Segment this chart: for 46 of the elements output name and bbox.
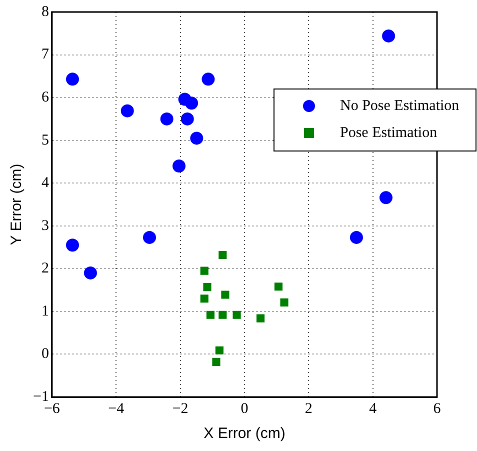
- x-axis-title: X Error (cm): [204, 425, 286, 442]
- point: [200, 294, 208, 303]
- legend-label: No Pose Estimation: [340, 98, 460, 114]
- y-axis-title: Y Error (cm): [8, 164, 26, 246]
- point: [215, 346, 224, 354]
- x-tick-label: 2: [304, 400, 312, 417]
- legend-label: Pose Estimation: [340, 124, 438, 141]
- point: [256, 314, 265, 322]
- point: [120, 104, 134, 118]
- point: [66, 238, 79, 252]
- y-tick-label: 4: [41, 175, 50, 192]
- point: [212, 358, 220, 366]
- point: [180, 112, 194, 126]
- point: [232, 310, 241, 319]
- x-tick-label: −2: [172, 400, 188, 417]
- point: [185, 96, 198, 110]
- x-tick-label: 4: [369, 400, 378, 417]
- point: [202, 72, 215, 86]
- y-tick-label: 5: [41, 132, 49, 148]
- point: [218, 310, 227, 319]
- point: [200, 266, 208, 275]
- point: [84, 266, 97, 280]
- x-tick-label: −4: [108, 400, 125, 417]
- x-tick-label: 6: [433, 400, 442, 417]
- point: [218, 250, 227, 260]
- point: [382, 29, 396, 42]
- point: [206, 310, 215, 319]
- point: [203, 283, 212, 292]
- y-tick-label: 0: [41, 346, 49, 362]
- y-tick-label: 2: [41, 260, 49, 277]
- point: [66, 72, 79, 86]
- point: [143, 230, 156, 244]
- x-tick-label: 0: [240, 400, 248, 417]
- point: [190, 132, 204, 145]
- y-tick-label: 6: [41, 89, 50, 106]
- point: [274, 282, 283, 291]
- y-tick-label: 8: [41, 4, 49, 20]
- y-tick-label: 3: [41, 218, 49, 234]
- y-tick-label: 1: [41, 303, 49, 320]
- point: [221, 290, 230, 299]
- point: [172, 160, 186, 172]
- y-tick-label: 7: [41, 46, 50, 63]
- point: [280, 298, 288, 306]
- point: [350, 230, 363, 244]
- point: [160, 112, 174, 126]
- point: [379, 191, 392, 204]
